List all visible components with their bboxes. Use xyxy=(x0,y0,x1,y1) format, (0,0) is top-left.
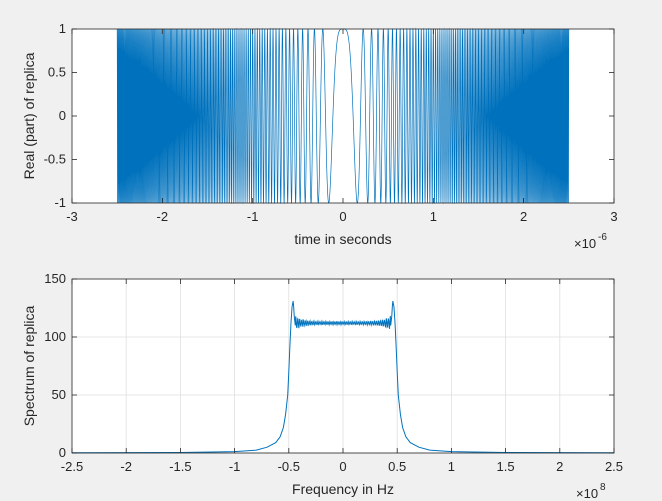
x-tick-label: 0.5 xyxy=(388,459,406,474)
x-tick-label: 1.5 xyxy=(497,459,515,474)
x-tick-label: 0 xyxy=(339,459,346,474)
top-x-exponent-base: ×10 xyxy=(574,236,596,251)
x-tick-label: 0 xyxy=(339,209,346,224)
bottom-axes: -2.5 -2 -1.5 -1 -0.5 0 0.5 1 1.5 2 2.5 0 50 100 150 Fr… xyxy=(21,271,623,501)
y-tick-label: 1 xyxy=(59,21,66,36)
y-tick-label: 50 xyxy=(52,387,66,402)
y-tick-label: 150 xyxy=(44,271,66,286)
bottom-x-axis-label: Frequency in Hz xyxy=(292,481,394,497)
bottom-x-exponent-base: ×10 xyxy=(576,486,598,501)
spectrum-line xyxy=(71,300,615,454)
top-x-axis-label: time in seconds xyxy=(294,231,391,247)
x-tick-label: 2 xyxy=(556,459,563,474)
top-x-exponent: ×10 -6 xyxy=(574,232,607,251)
x-tick-label: -1 xyxy=(229,459,241,474)
bottom-x-exponent-power: 8 xyxy=(600,482,606,493)
x-tick-label: -1.5 xyxy=(169,459,191,474)
top-ticks: -3 -2 -1 0 1 2 3 -1 -0.5 0 0.5 1 xyxy=(44,21,618,224)
x-tick-label: 1 xyxy=(448,459,455,474)
x-tick-label: -2 xyxy=(157,209,169,224)
top-y-axis-label: Real (part) of replica xyxy=(21,52,37,179)
x-tick-label: 2.5 xyxy=(605,459,623,474)
x-tick-label: -2.5 xyxy=(61,459,83,474)
top-axes: -3 -2 -1 0 1 2 3 -1 -0.5 0 0.5 1 time in seconds Re… xyxy=(21,21,618,251)
bottom-ticks: -2.5 -2 -1.5 -1 -0.5 0 0.5 1 1.5 2 2.5 0 50 100 150 xyxy=(44,271,623,474)
x-tick-label: 3 xyxy=(610,209,617,224)
x-tick-label: -0.5 xyxy=(278,459,300,474)
x-tick-label: -2 xyxy=(120,459,132,474)
bottom-plot-area xyxy=(71,300,615,454)
top-x-exponent-power: -6 xyxy=(598,232,607,243)
y-tick-label: 100 xyxy=(44,329,66,344)
y-tick-label: -0.5 xyxy=(44,152,66,167)
bottom-x-exponent: ×10 8 xyxy=(576,482,606,501)
x-tick-label: -3 xyxy=(66,209,78,224)
x-tick-label: -1 xyxy=(247,209,259,224)
y-tick-label: -1 xyxy=(54,195,66,210)
y-tick-label: 0 xyxy=(59,445,66,460)
y-tick-label: 0 xyxy=(59,108,66,123)
x-tick-label: 1 xyxy=(430,209,437,224)
bottom-y-axis-label: Spectrum of replica xyxy=(21,305,37,426)
x-tick-label: 2 xyxy=(520,209,527,224)
y-tick-label: 0.5 xyxy=(48,65,66,80)
